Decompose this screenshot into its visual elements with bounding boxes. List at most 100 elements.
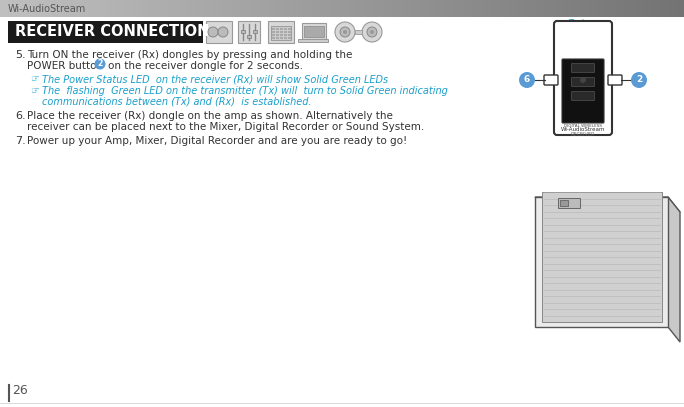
Bar	[56, 0, 58, 17]
Circle shape	[340, 27, 350, 37]
Bar	[284, 37, 287, 39]
Bar	[642, 0, 644, 17]
Bar	[74, 0, 76, 17]
Bar	[496, 0, 498, 17]
Circle shape	[519, 72, 535, 88]
Bar	[514, 0, 516, 17]
Text: W: W	[573, 108, 593, 126]
Bar	[230, 0, 232, 17]
Bar	[396, 0, 398, 17]
Bar	[280, 31, 282, 33]
Polygon shape	[535, 197, 668, 327]
Bar	[424, 0, 426, 17]
Bar	[436, 0, 438, 17]
Bar	[244, 0, 246, 17]
Bar	[28, 0, 30, 17]
Bar	[388, 0, 390, 17]
Bar	[146, 0, 148, 17]
Bar	[612, 0, 614, 17]
Bar	[2, 0, 4, 17]
Bar	[264, 0, 266, 17]
Bar	[314, 0, 316, 17]
Bar	[156, 0, 158, 17]
Bar	[608, 0, 610, 17]
Circle shape	[631, 72, 647, 88]
Bar	[42, 0, 44, 17]
Bar	[432, 0, 434, 17]
Bar	[340, 0, 342, 17]
FancyBboxPatch shape	[572, 63, 594, 72]
Bar	[452, 0, 454, 17]
Text: RECEIVER CONNECTION: RECEIVER CONNECTION	[15, 24, 209, 39]
Bar	[334, 0, 336, 17]
Bar	[674, 0, 676, 17]
Bar	[394, 0, 396, 17]
Bar	[672, 0, 674, 17]
Bar	[258, 0, 260, 17]
Text: 2: 2	[97, 59, 103, 68]
Bar	[196, 0, 198, 17]
Bar	[638, 0, 640, 17]
Bar	[90, 0, 92, 17]
Bar	[172, 0, 174, 17]
Bar	[364, 0, 366, 17]
Bar	[248, 0, 250, 17]
Bar	[214, 0, 216, 17]
Bar	[680, 0, 682, 17]
Bar	[480, 0, 482, 17]
Bar	[206, 21, 232, 43]
Bar	[270, 0, 272, 17]
Bar	[246, 0, 248, 17]
Bar	[290, 0, 292, 17]
Bar	[6, 0, 8, 17]
Bar	[370, 0, 372, 17]
Bar	[636, 0, 638, 17]
Bar	[654, 0, 656, 17]
Circle shape	[580, 77, 586, 83]
Bar	[168, 0, 170, 17]
Bar	[254, 0, 256, 17]
Bar	[488, 0, 490, 17]
Bar	[386, 0, 388, 17]
Bar	[298, 0, 300, 17]
Bar	[104, 0, 106, 17]
Bar	[530, 0, 532, 17]
Bar	[64, 0, 66, 17]
Bar	[558, 198, 580, 208]
Text: 7.: 7.	[15, 136, 26, 146]
Bar	[226, 0, 228, 17]
Bar	[78, 0, 80, 17]
Bar	[70, 0, 72, 17]
Text: POWER button: POWER button	[27, 61, 103, 71]
Circle shape	[343, 30, 347, 34]
Bar	[268, 21, 294, 43]
Bar	[404, 0, 406, 17]
Text: communications between (Tx) and (Rx)  is established.: communications between (Tx) and (Rx) is …	[42, 97, 312, 107]
Bar	[620, 0, 622, 17]
Bar	[504, 0, 506, 17]
Bar	[276, 34, 278, 36]
Bar	[260, 0, 262, 17]
Bar	[4, 0, 6, 17]
Bar	[288, 31, 291, 33]
Bar	[376, 0, 378, 17]
Bar	[622, 0, 624, 17]
Bar	[272, 0, 274, 17]
Bar	[540, 0, 542, 17]
Bar	[66, 0, 68, 17]
Bar	[194, 0, 196, 17]
Bar	[594, 0, 596, 17]
Bar	[548, 0, 550, 17]
Bar	[598, 0, 600, 17]
Bar	[356, 0, 358, 17]
Bar	[118, 0, 120, 17]
Bar	[552, 0, 554, 17]
Bar	[206, 0, 208, 17]
Bar	[122, 0, 124, 17]
Text: ☞: ☞	[30, 74, 39, 84]
Bar	[374, 0, 376, 17]
Bar	[470, 0, 472, 17]
Bar	[128, 0, 130, 17]
Bar	[600, 0, 602, 17]
Bar	[184, 0, 186, 17]
